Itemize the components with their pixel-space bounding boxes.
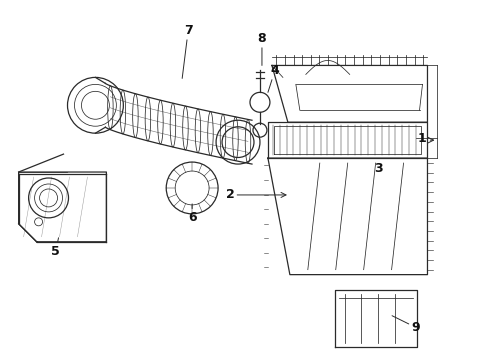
Text: 6: 6 bbox=[188, 204, 196, 224]
Text: 9: 9 bbox=[392, 316, 420, 334]
Text: 8: 8 bbox=[258, 32, 266, 66]
Text: 4: 4 bbox=[268, 64, 279, 92]
Text: 5: 5 bbox=[51, 238, 60, 258]
Text: 3: 3 bbox=[375, 162, 383, 175]
Text: 1: 1 bbox=[417, 132, 426, 145]
Text: 2: 2 bbox=[226, 188, 286, 202]
Text: 7: 7 bbox=[182, 24, 193, 78]
